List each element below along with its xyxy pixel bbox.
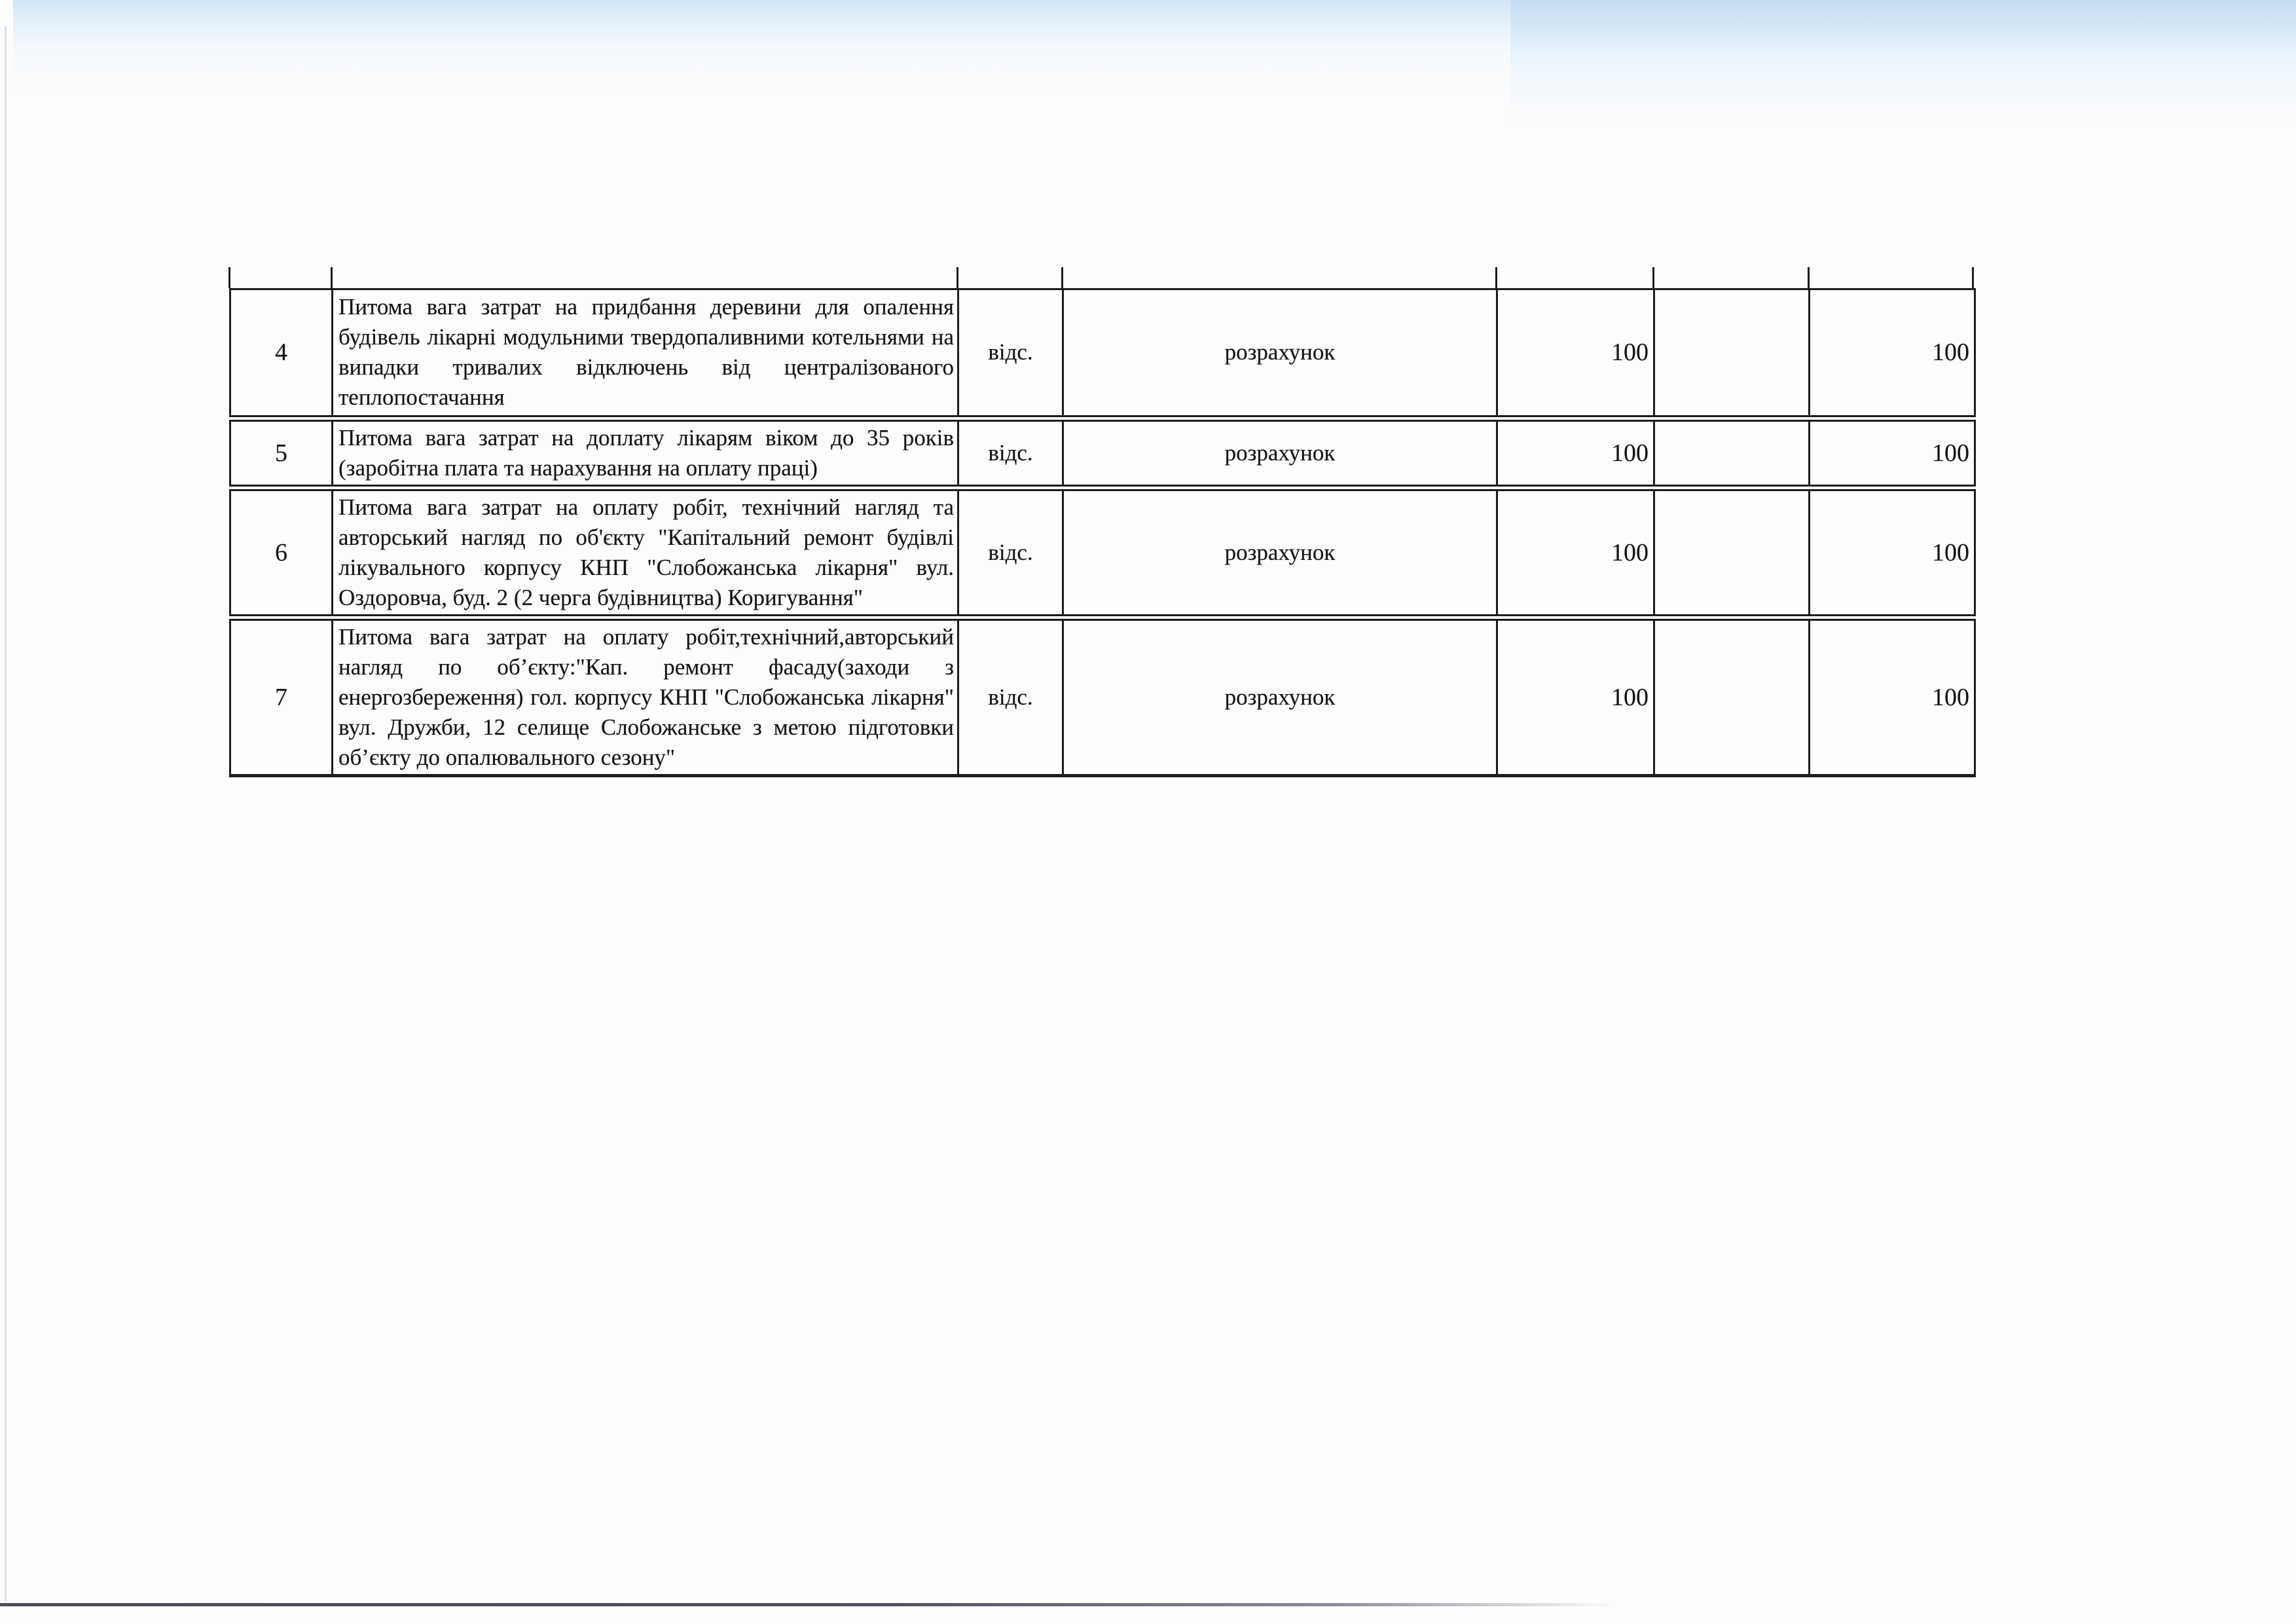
scan-top-edge-tint [13,0,2296,98]
table-gridline-stub [1061,267,1063,288]
unit-cell: відс. [957,487,1064,621]
empty-cell [1653,288,1810,422]
fact-value-cell: 100 [1808,617,1976,777]
scan-top-right-tint [1510,0,2296,124]
unit-cell: відс. [957,288,1064,422]
unit-cell: відс. [957,617,1064,777]
row-number-cell: 7 [229,617,333,777]
plan-value-cell: 100 [1496,617,1655,777]
indicator-name-cell: Питома вага затрат на оплату робіт,техні… [331,617,959,777]
table-gridline-stub [1808,267,1810,288]
plan-value-cell: 100 [1496,487,1655,621]
empty-cell [1653,617,1810,777]
indicators-table: 4 Питома вага затрат на придбання дереви… [229,288,1976,777]
row-number-cell: 4 [229,288,333,422]
table-gridline-stub [1495,267,1497,288]
row-number-cell: 6 [229,487,333,621]
table-gridline-stub [331,267,333,288]
fact-value-cell: 100 [1808,418,1976,491]
scan-left-edge-line [5,26,7,1601]
empty-cell [1653,418,1810,491]
table-row: 7 Питома вага затрат на оплату робіт,тех… [229,617,1976,777]
indicator-name-cell: Питома вага затрат на придбання деревини… [331,288,959,422]
source-cell: розрахунок [1062,288,1498,422]
table-gridline-stub [1652,267,1654,288]
plan-value-cell: 100 [1496,418,1655,491]
table-gridline-stub [957,267,958,288]
table-row: 5 Питома вага затрат на доплату лікарям … [229,418,1976,491]
fact-value-cell: 100 [1808,288,1976,422]
row-number-cell: 5 [229,418,333,491]
indicator-name-cell: Питома вага затрат на доплату лікарям ві… [331,418,959,491]
table-gridline-stub [228,267,230,288]
scan-bottom-edge-line [0,1603,1617,1606]
fact-value-cell: 100 [1808,487,1976,621]
source-cell: розрахунок [1062,418,1498,491]
indicator-name-cell: Питома вага затрат на оплату робіт, техн… [331,487,959,621]
table-gridline-stub [1972,267,1974,288]
table-row: 6 Питома вага затрат на оплату робіт, те… [229,487,1976,621]
table-row: 4 Питома вага затрат на придбання дереви… [229,288,1976,422]
empty-cell [1653,487,1810,621]
source-cell: розрахунок [1062,617,1498,777]
unit-cell: відс. [957,418,1064,491]
plan-value-cell: 100 [1496,288,1655,422]
source-cell: розрахунок [1062,487,1498,621]
